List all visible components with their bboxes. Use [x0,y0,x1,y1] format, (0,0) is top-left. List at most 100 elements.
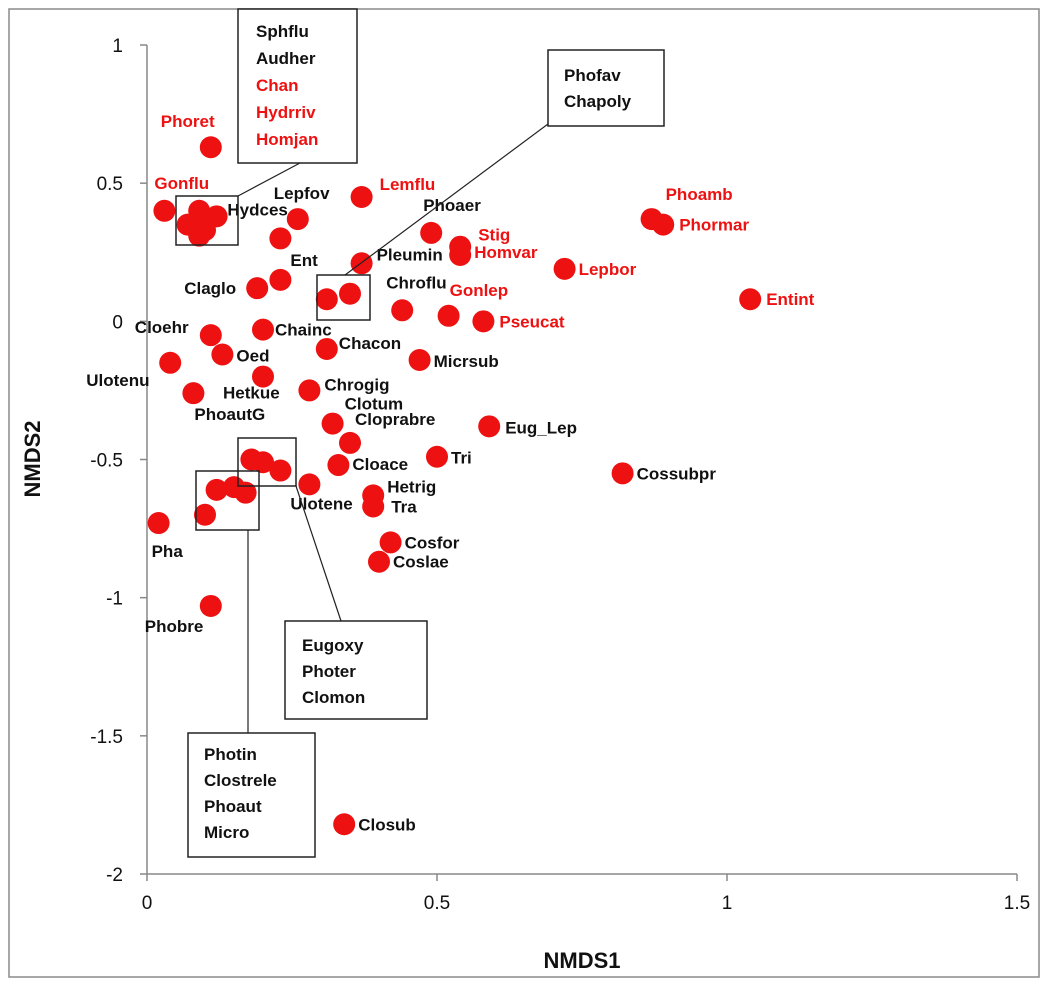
annotation-label-micro: Micro [204,823,249,842]
point-label-hetkue: Hetkue [223,384,280,403]
data-point [315,288,338,311]
y-tick-label: 1 [112,36,123,57]
data-point-clotum [321,412,344,435]
data-point [339,282,361,305]
point-label-cloprabre: Cloprabre [355,410,435,429]
data-point-gonlep [437,304,460,327]
data-point-gonflu [153,199,176,222]
annotation-box-3 [284,620,428,720]
data-point-chrogig [298,379,321,402]
point-label-chainc: Chainc [275,321,332,340]
data-point-hydces [269,227,292,250]
point-label-chrogig: Chrogig [324,375,389,394]
data-point-lepfov [286,208,309,231]
highlight-box-1 [175,195,239,246]
data-point [252,451,274,474]
point-label-phoamb: Phoamb [666,185,733,204]
annotation-box-1 [237,8,358,164]
point-label-ulotene: Ulotene [290,494,352,513]
leader-line-1 [237,162,301,197]
data-point-tra [362,495,385,518]
point-label-cosfor: Cosfor [405,533,460,552]
data-point-cossubpr [611,462,634,485]
data-point-phobre [199,594,222,617]
annotation-label-clostrele: Clostrele [204,771,277,790]
point-label-hetrig: Hetrig [387,477,436,496]
annotation-label-photin: Photin [204,745,257,764]
data-point [269,459,292,482]
point-label-pseucat: Pseucat [499,312,565,331]
point-label-hydces: Hydces [227,200,287,219]
data-point-micrsub [408,349,431,372]
data-point-pseucat [472,310,495,333]
point-label-phoaer: Phoaer [423,196,481,215]
highlight-box-4 [195,470,260,531]
point-label-phoautg: PhoautG [194,405,265,424]
data-point-phoret [199,136,222,159]
leader-line-2 [344,123,549,276]
data-point-phormar [652,213,675,236]
y-tick-label: 0 [112,312,123,333]
point-label-closub: Closub [358,815,416,834]
point-label-oed: Oed [236,346,269,365]
data-point-lemflu [350,185,373,208]
point-label-cloace: Cloace [352,455,408,474]
point-label-phormar: Phormar [679,216,749,235]
data-point-cosfor [379,531,402,554]
x-axis-title: NMDS1 [543,948,620,973]
data-points [147,136,762,836]
point-label-micrsub: Micrsub [434,352,499,371]
data-point [188,224,211,247]
annotation-box-4 [187,732,316,858]
data-point-phoaer [420,221,443,244]
point-label-homvar: Homvar [474,243,538,262]
point-label-eug_lep: Eug_Lep [505,418,577,437]
point-label-entint: Entint [766,290,814,309]
point-label-chroflu: Chroflu [386,273,446,292]
point-label-pha: Pha [152,542,184,561]
point-label-lemflu: Lemflu [380,175,436,194]
y-tick-label: -1.5 [90,727,123,748]
annotation-label-audher: Audher [256,49,316,68]
point-label-ulotenu: Ulotenu [86,371,149,390]
point-label-tra: Tra [391,497,417,516]
data-point-chainc [252,318,274,341]
point-label-stig: Stig [478,226,510,245]
x-tick-label: 1.5 [1004,893,1030,914]
leader-line-3 [295,485,342,622]
annotation-label-phofav: Phofav [564,66,621,85]
data-point-ulotenu [159,351,182,374]
point-label-gonflu: Gonflu [154,174,209,193]
point-label-gonlep: Gonlep [450,281,509,300]
data-point-homvar [449,244,472,267]
point-label-pleumin: Pleumin [377,245,443,264]
data-point [194,503,216,526]
data-point-chroflu [391,299,414,322]
data-point-closub [333,813,356,836]
y-tick-label: -1 [106,589,123,610]
point-label-cossubpr: Cossubpr [637,464,717,483]
annotations: Sphflu Audher Chan Hydrriv Homjan Phofav Chapo… [175,8,665,858]
annotation-label-clomon: Clomon [302,688,365,707]
data-point-lepbor [553,257,576,280]
point-label-clotum: Clotum [345,395,404,414]
point-label-phobre: Phobre [145,617,204,636]
annotation-label-chapoly: Chapoly [564,92,632,111]
y-tick-label: 0.5 [97,174,123,195]
highlight-box-2 [316,274,371,321]
data-point-coslae [368,550,390,573]
annotation-label-hydrriv: Hydrriv [256,103,316,122]
data-point-cloehr [199,324,222,347]
annotation-label-chan: Chan [256,76,299,95]
data-point-claglo [246,277,269,300]
y-tick-label: -0.5 [90,451,123,472]
data-point-eug_lep [478,415,501,438]
annotation-label-photer: Photer [302,662,356,681]
data-point [205,478,228,501]
highlight-box-3 [237,437,297,487]
data-point [234,481,257,504]
annotation-box-2 [547,49,665,127]
point-label-lepfov: Lepfov [274,184,330,203]
data-point-entint [739,288,762,311]
point-label-ent: Ent [290,251,318,270]
